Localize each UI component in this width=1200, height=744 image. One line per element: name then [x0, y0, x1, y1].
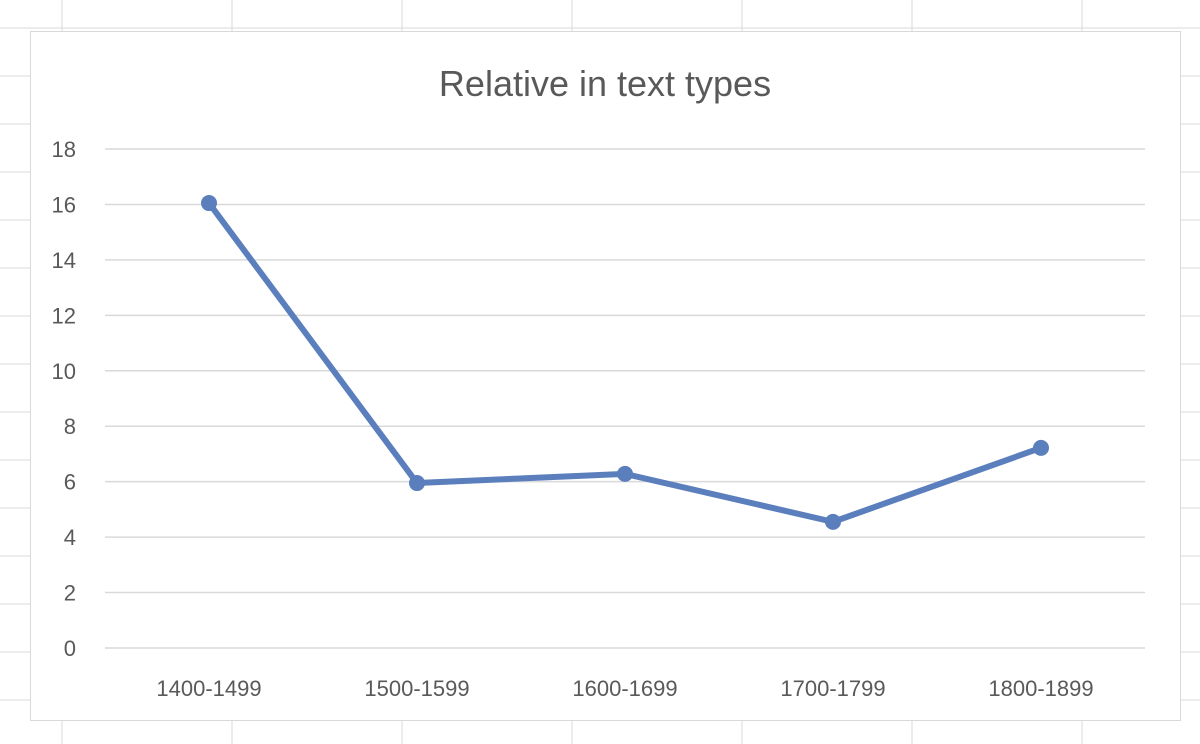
data-point[interactable]: [409, 475, 425, 492]
x-tick-label: 1400-1499: [156, 676, 261, 701]
y-tick-label: 18: [52, 137, 76, 162]
data-point[interactable]: [201, 195, 217, 212]
y-tick-label: 14: [52, 248, 76, 273]
data-point[interactable]: [1033, 439, 1049, 456]
y-tick-label: 2: [64, 581, 76, 606]
x-tick-label: 1600-1699: [572, 676, 677, 701]
y-tick-label: 6: [64, 470, 76, 495]
y-tick-label: 0: [64, 636, 76, 661]
data-point[interactable]: [825, 513, 841, 530]
x-tick-label: 1800-1899: [988, 676, 1093, 701]
y-tick-label: 10: [52, 359, 76, 384]
y-tick-label: 8: [64, 414, 76, 439]
y-tick-label: 16: [52, 192, 76, 217]
x-tick-label: 1500-1599: [364, 676, 469, 701]
data-point[interactable]: [617, 465, 633, 482]
chart-area[interactable]: [30, 31, 1181, 721]
y-tick-label: 12: [52, 303, 76, 328]
x-tick-label: 1700-1799: [780, 676, 885, 701]
y-tick-label: 4: [64, 525, 76, 550]
chart-title: Relative in text types: [438, 63, 772, 104]
